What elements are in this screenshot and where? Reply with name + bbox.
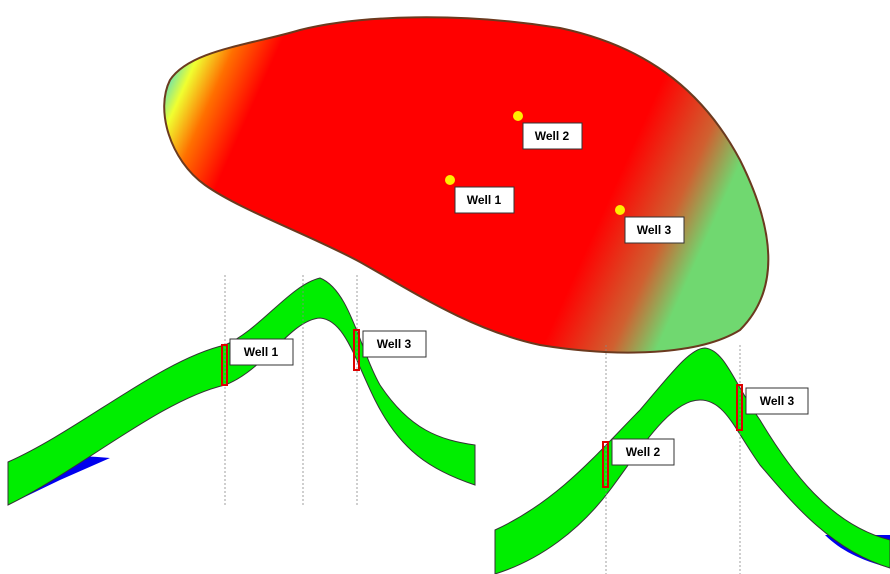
cross-section-2: Well 2 Well 3 [495, 345, 890, 574]
well-label: Well 3 [637, 223, 672, 237]
well-label: Well 3 [377, 337, 412, 351]
scene: Well 1 Well 2 Well 3 Well 1 Well 3 Well … [0, 0, 890, 574]
well-label: Well 3 [760, 394, 795, 408]
well-marker [513, 111, 523, 121]
well-marker [445, 175, 455, 185]
cross-section-1: Well 1 Well 3 [8, 275, 475, 505]
well-marker [615, 205, 625, 215]
well-label: Well 1 [467, 193, 502, 207]
well-label: Well 2 [626, 445, 661, 459]
map: Well 1 Well 2 Well 3 [164, 17, 768, 352]
well-label: Well 1 [244, 345, 279, 359]
map-surface [164, 17, 768, 352]
well-label: Well 2 [535, 129, 570, 143]
